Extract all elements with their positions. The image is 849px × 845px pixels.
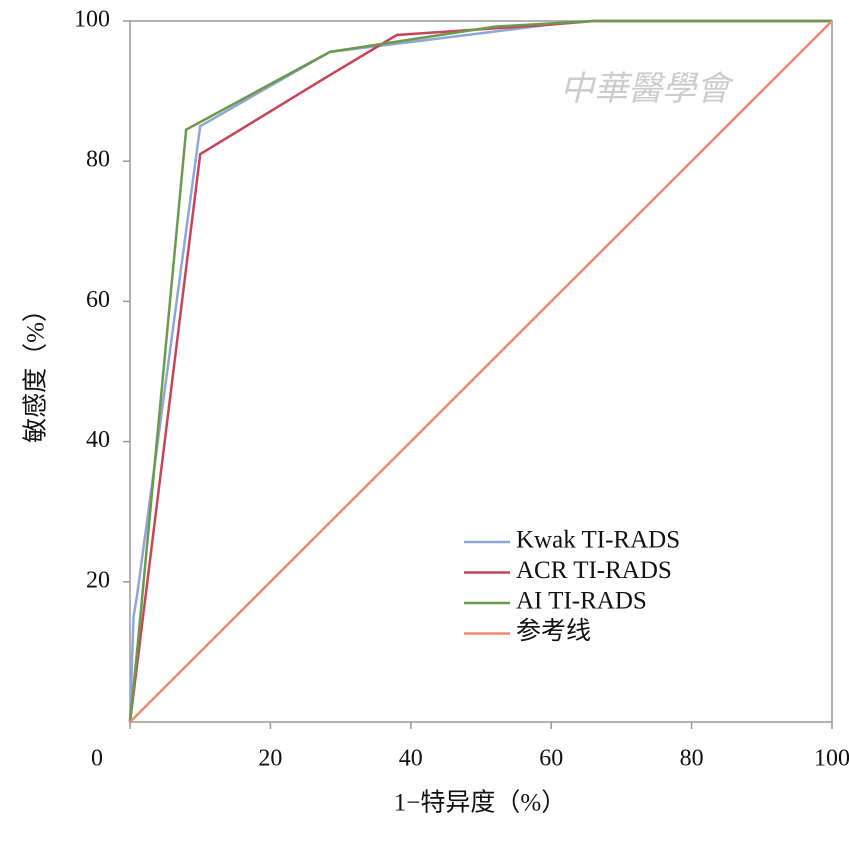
series-line bbox=[128, 19, 832, 723]
y-axis-title: 敏感度（%） bbox=[22, 297, 50, 443]
legend-label: ACR TI-RADS bbox=[516, 557, 672, 584]
watermark: 中華醫學會 bbox=[560, 71, 735, 108]
plot-frame bbox=[129, 20, 833, 723]
y-tick-label: 100 bbox=[74, 7, 110, 33]
y-tick-label: 60 bbox=[86, 287, 110, 313]
y-tick-label: 20 bbox=[86, 567, 110, 593]
x-tick-label: 60 bbox=[539, 746, 563, 772]
x-tick-label: 100 bbox=[814, 746, 849, 772]
series-line bbox=[129, 20, 833, 723]
x-tick-label: 40 bbox=[399, 746, 423, 772]
y-tick-label: 40 bbox=[86, 427, 110, 453]
x-axis-title: 1−特异度（%） bbox=[394, 789, 566, 817]
x-tick-label: 20 bbox=[258, 746, 282, 772]
legend-label: AI TI-RADS bbox=[516, 588, 647, 615]
y-tick-label: 80 bbox=[86, 147, 110, 173]
x-tick-label: 0 bbox=[91, 746, 103, 772]
x-tick-label: 80 bbox=[680, 746, 704, 772]
legend-label: 参考线 bbox=[516, 617, 591, 645]
legend-label: Kwak TI-RADS bbox=[516, 527, 680, 554]
